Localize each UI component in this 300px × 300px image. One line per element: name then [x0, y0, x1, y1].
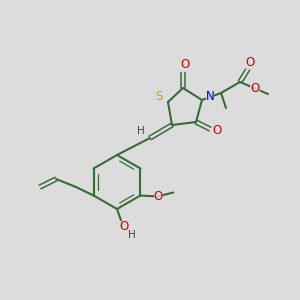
Text: S: S [155, 91, 163, 103]
Text: O: O [119, 220, 129, 233]
Text: H: H [128, 230, 136, 240]
Text: O: O [245, 56, 255, 68]
Text: O: O [180, 58, 190, 71]
Text: O: O [212, 124, 222, 137]
Text: N: N [206, 89, 214, 103]
Text: O: O [250, 82, 260, 94]
Text: H: H [137, 126, 145, 136]
Text: O: O [154, 190, 163, 203]
